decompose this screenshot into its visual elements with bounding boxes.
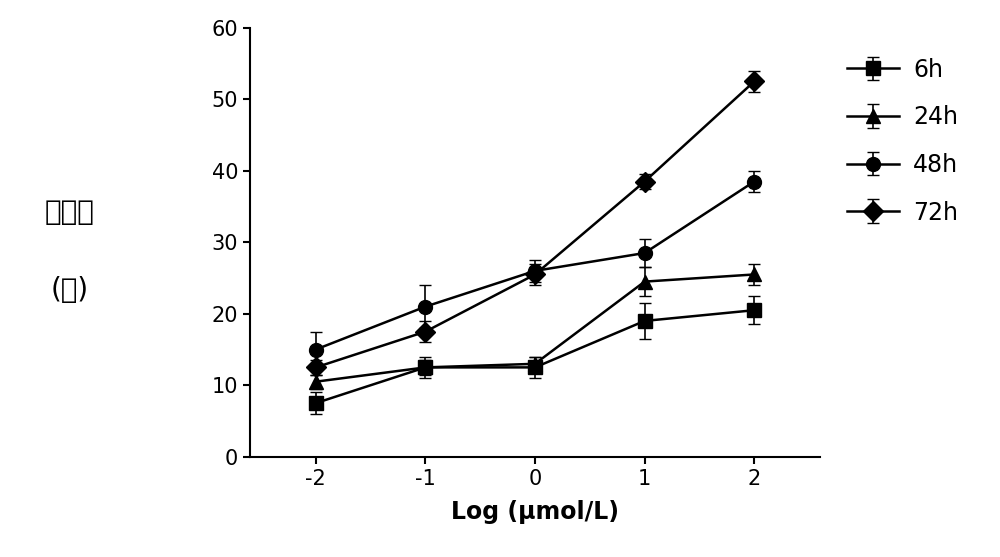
Legend: 6h, 24h, 48h, 72h: 6h, 24h, 48h, 72h xyxy=(838,48,968,234)
Text: (％): (％) xyxy=(51,276,89,304)
Text: 抑制率: 抑制率 xyxy=(45,198,95,226)
X-axis label: Log (μmol/L): Log (μmol/L) xyxy=(451,500,619,524)
